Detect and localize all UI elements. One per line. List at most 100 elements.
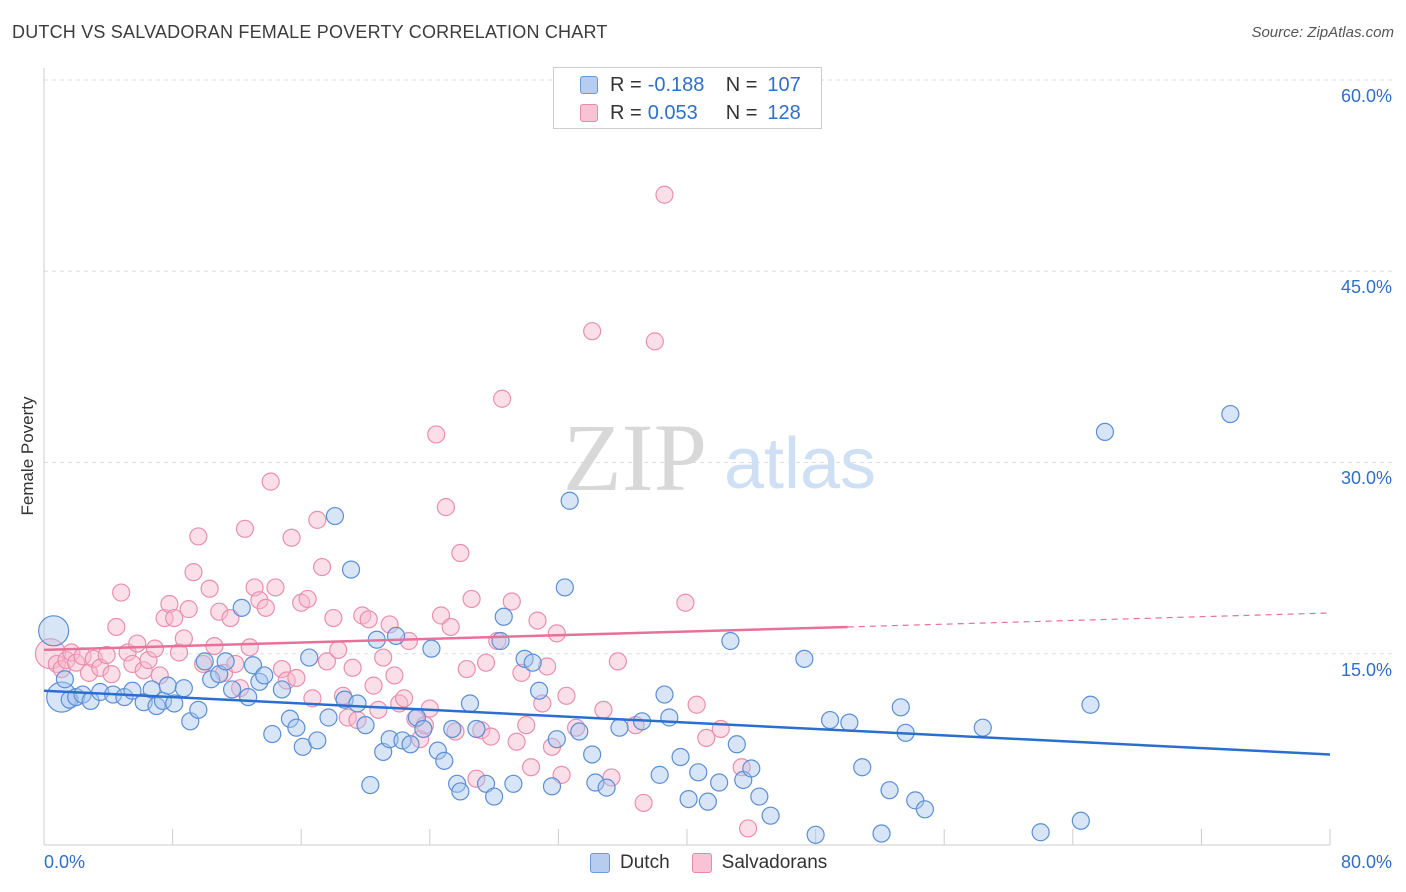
salvadorans-point-47 <box>287 668 306 688</box>
gridlines <box>44 79 1392 655</box>
y-tick-label-30: 30.0% <box>1340 468 1392 488</box>
legend-label-dutch: Dutch <box>620 852 670 873</box>
dutch-point-76 <box>610 718 629 737</box>
salvadorans-point-26 <box>179 600 198 619</box>
watermark-zip: ZIP <box>563 404 707 511</box>
salvadorans-point-95 <box>538 657 557 676</box>
y-tick-label-45: 45.0% <box>1340 277 1392 297</box>
salvadorans-point-16 <box>128 634 147 653</box>
salvadorans-point-30 <box>200 579 219 598</box>
dutch-point-102 <box>915 800 935 819</box>
dutch-point-40 <box>341 560 361 579</box>
x-tick-label-max: 80.0% <box>1340 852 1392 872</box>
dutch-point-71 <box>560 491 579 510</box>
r-label: R = <box>610 73 642 96</box>
salvadorans-point-42 <box>261 472 280 491</box>
dutch-point-57 <box>451 782 470 801</box>
dutch-point-0 <box>38 615 70 647</box>
salvadorans-point-91 <box>517 716 536 735</box>
dutch-point-81 <box>671 747 690 767</box>
salvadorans-point-89 <box>507 732 526 751</box>
dutch-point-41 <box>348 694 367 713</box>
salvadorans-point-71 <box>411 730 430 749</box>
dutch-point-49 <box>401 735 420 754</box>
dutch-point-63 <box>494 607 513 626</box>
salvadorans-point-64 <box>374 648 393 667</box>
dutch-point-52 <box>422 639 441 658</box>
salvadorans-point-76 <box>436 498 455 517</box>
dutch-point-103 <box>973 718 992 737</box>
salvadorans-point-43 <box>266 578 285 597</box>
dutch-point-62 <box>491 631 510 651</box>
salvadorans-point-103 <box>602 768 621 787</box>
dutch-point-104 <box>1031 823 1050 842</box>
salvadorans-point-25 <box>174 629 193 648</box>
salvadorans-point-44 <box>272 659 292 679</box>
legend-item-dutch[interactable]: Dutch <box>590 852 670 874</box>
salvadorans-point-49 <box>298 589 317 609</box>
dutch-point-98 <box>880 781 899 800</box>
salvadorans-point-97 <box>547 624 566 643</box>
dutch-trend-line <box>43 689 1331 756</box>
dutch-point-108 <box>1221 404 1240 424</box>
salvadorans-point-17 <box>134 661 153 680</box>
salvadorans-point-23 <box>165 608 184 628</box>
dutch-point-106 <box>1081 695 1100 714</box>
legend-row-dutch: R = -0.188 N = 107 <box>580 72 801 98</box>
n-label: N = <box>725 101 758 124</box>
salvadorans-point-101 <box>583 322 602 341</box>
dutch-point-32 <box>280 709 300 728</box>
r-label: R = <box>610 101 642 124</box>
dutch-points <box>38 404 1240 844</box>
salvadorans-point-78 <box>446 722 465 741</box>
dutch-point-19 <box>189 700 208 719</box>
salvadorans-point-80 <box>457 659 476 679</box>
dutch-point-58 <box>460 694 480 713</box>
y-tick-label-15: 15.0% <box>1340 660 1392 680</box>
salvadorans-point-63 <box>369 700 388 719</box>
salvadorans-point-99 <box>557 686 576 705</box>
dutch-point-17 <box>174 679 193 698</box>
legend-label-salvadorans: Salvadorans <box>721 852 828 873</box>
salvadorans-point-62 <box>364 676 383 695</box>
salvadorans-point-66 <box>385 666 404 685</box>
dutch-point-89 <box>742 759 761 778</box>
dutch-point-15 <box>158 676 177 695</box>
dutch-point-85 <box>710 773 729 792</box>
dutch-point-16 <box>165 694 184 713</box>
salvadorans-point-22 <box>160 594 179 614</box>
x-tick-label-min: 0.0% <box>44 852 86 872</box>
n-value-salvadorans: 128 <box>767 101 801 124</box>
salvadorans-point-46 <box>282 528 301 547</box>
dutch-point-70 <box>555 578 574 597</box>
salvadorans-point-1 <box>47 654 66 674</box>
chart-source: Source: ZipAtlas.com <box>1251 24 1394 41</box>
salvadorans-point-93 <box>528 611 547 630</box>
dutch-point-29 <box>255 666 274 685</box>
salvadorans-point-28 <box>189 527 208 546</box>
series-legend: Dutch Salvadorans <box>590 852 849 874</box>
legend-item-salvadorans[interactable]: Salvadorans <box>691 852 828 874</box>
salvadorans-point-41 <box>256 598 275 617</box>
salvadorans-point-104 <box>608 652 627 671</box>
salvadorans-point-37 <box>235 519 255 538</box>
dutch-point-26 <box>239 687 258 707</box>
dutch-point-43 <box>361 775 380 795</box>
salvadorans-point-38 <box>240 638 259 657</box>
dutch-point-27 <box>243 656 263 675</box>
dutch-point-73 <box>583 745 602 764</box>
salvadorans-point-84 <box>476 653 496 672</box>
salvadorans-point-52 <box>312 557 332 577</box>
dutch-legend-swatch <box>590 853 610 873</box>
dutch-point-80 <box>660 708 679 727</box>
salvadorans-point-79 <box>451 543 470 563</box>
dutch-point-37 <box>319 708 338 727</box>
dutch-point-54 <box>435 751 454 770</box>
salvadorans-point-58 <box>343 658 362 677</box>
salvadorans-point-61 <box>359 610 378 629</box>
dutch-point-2 <box>55 670 74 689</box>
salvadorans-point-53 <box>317 652 337 671</box>
dutch-point-25 <box>232 598 251 617</box>
dutch-point-96 <box>853 758 872 777</box>
